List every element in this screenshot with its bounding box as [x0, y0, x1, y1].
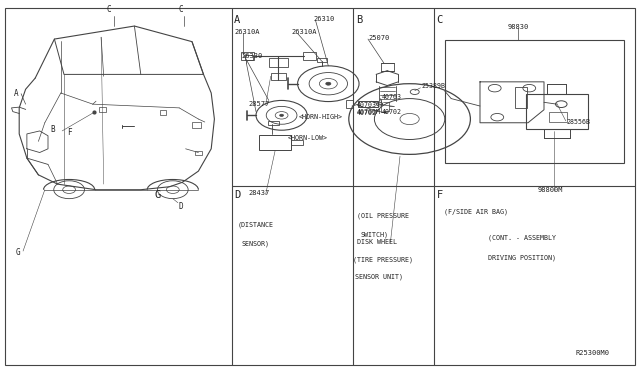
Text: B: B — [51, 125, 56, 134]
Text: 26310A: 26310A — [235, 29, 260, 35]
Text: C: C — [179, 5, 184, 14]
Bar — [303, 52, 316, 60]
Bar — [271, 73, 286, 80]
Text: 98800M: 98800M — [538, 187, 563, 193]
Text: DRIVING POSITION): DRIVING POSITION) — [488, 254, 556, 261]
Text: <HORN-LOW>: <HORN-LOW> — [288, 135, 328, 141]
Text: (CONT. - ASSEMBLY: (CONT. - ASSEMBLY — [488, 235, 556, 241]
Bar — [268, 121, 279, 125]
Bar — [515, 87, 527, 108]
Text: (F/SIDE AIR BAG): (F/SIDE AIR BAG) — [444, 209, 508, 215]
Text: (DISTANCE: (DISTANCE — [238, 222, 274, 228]
Text: 28556B: 28556B — [566, 119, 590, 125]
Bar — [269, 58, 288, 67]
Bar — [526, 94, 588, 129]
Bar — [346, 100, 353, 108]
Text: 40702: 40702 — [357, 110, 377, 116]
Text: 28437: 28437 — [248, 190, 269, 196]
Text: D: D — [234, 190, 241, 200]
Text: F: F — [436, 190, 443, 200]
Text: (OIL PRESSURE: (OIL PRESSURE — [357, 212, 409, 219]
Circle shape — [326, 82, 331, 85]
Text: 40700M: 40700M — [357, 109, 381, 115]
Text: SENSOR): SENSOR) — [242, 240, 270, 247]
Text: 26330: 26330 — [242, 53, 263, 59]
Bar — [245, 55, 253, 60]
Text: F: F — [67, 128, 72, 137]
Text: 40703: 40703 — [357, 102, 377, 108]
Text: 40702: 40702 — [381, 109, 401, 115]
Text: 98830: 98830 — [508, 24, 529, 30]
Text: 26310A: 26310A — [291, 29, 317, 35]
Bar — [445, 40, 624, 163]
Text: G: G — [155, 190, 161, 200]
Text: 28577: 28577 — [248, 101, 269, 107]
Text: 40703: 40703 — [381, 94, 401, 100]
Text: R25300M0: R25300M0 — [576, 350, 610, 356]
Text: A: A — [234, 15, 241, 25]
Bar — [241, 52, 254, 60]
Circle shape — [280, 114, 284, 116]
Text: D: D — [178, 202, 183, 211]
Text: <HORN-HIGH>: <HORN-HIGH> — [299, 114, 343, 120]
Bar — [549, 112, 567, 122]
Text: 25389B: 25389B — [421, 83, 445, 89]
Bar — [358, 101, 378, 107]
Text: 25070: 25070 — [368, 35, 389, 41]
Bar — [259, 135, 291, 150]
Text: G: G — [15, 248, 20, 257]
Text: B: B — [356, 15, 362, 25]
Bar — [99, 107, 106, 112]
Bar — [195, 151, 202, 155]
Text: A: A — [13, 89, 19, 98]
Text: SENSOR UNIT): SENSOR UNIT) — [355, 274, 403, 280]
Text: C: C — [106, 5, 111, 14]
Text: DISK WHEEL: DISK WHEEL — [357, 239, 397, 245]
Text: SWITCH): SWITCH) — [360, 232, 388, 238]
Bar — [160, 110, 166, 115]
Bar — [192, 122, 201, 128]
Text: C: C — [436, 15, 443, 25]
Bar — [317, 58, 327, 62]
Bar — [291, 140, 303, 145]
Text: (TIRE PRESSURE): (TIRE PRESSURE) — [353, 256, 413, 263]
Text: 26310: 26310 — [314, 16, 335, 22]
